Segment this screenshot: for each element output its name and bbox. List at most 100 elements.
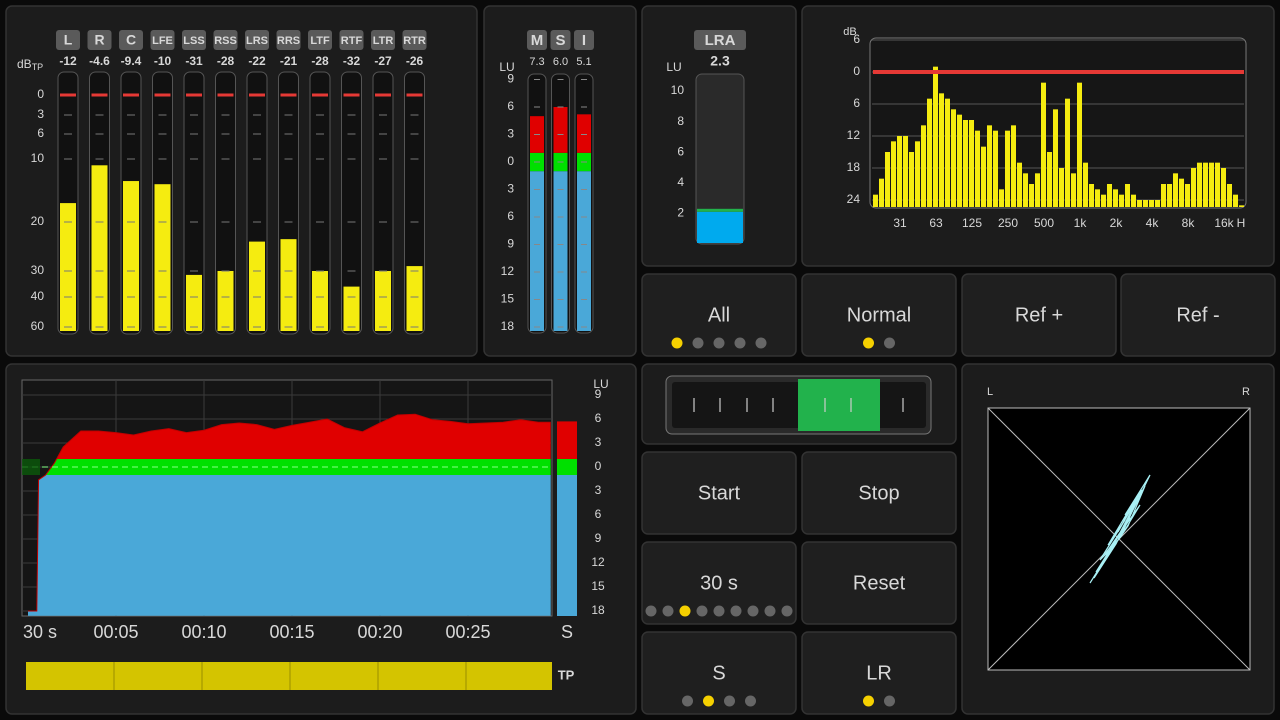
spectrum-bar (987, 125, 992, 207)
option-dot (781, 605, 793, 617)
channel-button[interactable] (276, 30, 301, 50)
channel-button[interactable] (56, 30, 80, 50)
level-bar (249, 241, 265, 331)
readout: 5.1 (576, 56, 591, 68)
channel-button[interactable] (213, 30, 238, 50)
option-dot (755, 337, 767, 349)
peak-readout: -9.4 (121, 54, 142, 68)
spectrum-bar (1011, 125, 1016, 207)
scale-label: 60 (31, 319, 45, 333)
channel-button[interactable] (87, 30, 112, 50)
option-dot (682, 695, 693, 707)
scale-label: 10 (31, 151, 45, 165)
scale-label: 3 (507, 182, 514, 196)
peak-readout: -21 (280, 54, 298, 68)
spectrum-bar (1161, 184, 1166, 207)
button (641, 451, 797, 535)
y-tick-label: 18 (847, 160, 861, 174)
lra-button[interactable] (694, 30, 746, 50)
level-bar (91, 165, 108, 331)
button-label: Ref - (1176, 304, 1219, 326)
zero-mark (123, 93, 139, 97)
spectrum-bar (945, 98, 950, 207)
button[interactable] (801, 273, 957, 357)
scale-label: 8 (677, 114, 684, 128)
button[interactable] (641, 273, 797, 357)
spectrum-bar (981, 146, 986, 207)
spectrum-bar (903, 136, 908, 207)
goniometer-right: R (1242, 386, 1250, 398)
channel-name: C (126, 32, 136, 48)
lra-tube (695, 73, 745, 245)
channel-button[interactable] (402, 30, 427, 50)
level-bar (123, 181, 139, 331)
spectrum-bar (1143, 200, 1148, 207)
spectrum-bar (969, 120, 974, 207)
history-window: 30 s (23, 622, 57, 642)
spectrum-bar (891, 141, 896, 207)
spectrum-bar (1107, 184, 1112, 207)
button-label: Stop (858, 482, 899, 504)
readout: 7.3 (529, 56, 544, 68)
option-dot (764, 605, 776, 617)
peak-readout: -28 (311, 54, 329, 68)
button[interactable] (1120, 273, 1276, 357)
spectrum-bar (1101, 194, 1106, 207)
option-dot (713, 605, 725, 617)
slider-thumb[interactable] (798, 379, 880, 431)
spectrum-bar (1083, 162, 1088, 207)
channel-button[interactable] (308, 30, 332, 50)
channel-name: RTR (403, 35, 426, 47)
spectrum-unit: dB (843, 26, 856, 38)
option-dot (662, 605, 674, 617)
spectrum-bar (1215, 162, 1220, 207)
option-dot (692, 337, 704, 349)
spectrum-bar (1191, 168, 1196, 207)
channel-button[interactable] (550, 30, 571, 50)
scale-label: 9 (507, 72, 514, 86)
button[interactable] (641, 631, 797, 715)
spectrum-bar (897, 136, 902, 207)
button[interactable] (641, 541, 797, 625)
y-tick-label: 9 (595, 531, 602, 545)
channel-button[interactable] (245, 30, 269, 50)
goniometer-left: L (987, 386, 993, 398)
current-blue (557, 475, 577, 616)
channel-button[interactable] (339, 30, 364, 50)
channel-button[interactable] (371, 30, 395, 50)
button[interactable] (801, 541, 957, 625)
channel-button[interactable] (574, 30, 594, 50)
x-tick-label: 1k (1074, 216, 1088, 230)
peak-readout: -26 (406, 54, 424, 68)
button[interactable] (801, 631, 957, 715)
meter-tube (372, 71, 394, 335)
channel-button[interactable] (119, 30, 143, 50)
scale-label: 30 (31, 263, 45, 277)
y-tick-label: 24 (847, 192, 861, 206)
channel-button[interactable] (527, 30, 547, 50)
spectrum-bar (957, 114, 962, 207)
unit-sub: TP (32, 62, 44, 72)
y-tick-label: 0 (853, 64, 860, 78)
option-dot (703, 695, 714, 707)
spectrum-bar (1185, 184, 1190, 207)
zero-mark (60, 93, 76, 97)
channel-button[interactable] (150, 30, 175, 50)
scale-label: 4 (677, 175, 684, 189)
unit: dB (17, 57, 32, 71)
loudness-area (28, 414, 551, 616)
scale-label: 6 (37, 126, 44, 140)
channel-button[interactable] (182, 30, 206, 50)
peak-readout: -22 (248, 54, 266, 68)
option-dot (671, 337, 683, 349)
option-dot (884, 337, 895, 349)
goniometer-trace (1089, 474, 1151, 584)
scale-label: 6 (507, 209, 514, 223)
spectrum-bar (1203, 162, 1208, 207)
button[interactable] (961, 273, 1117, 357)
lra-bar (697, 211, 743, 243)
button[interactable] (801, 451, 957, 535)
spectrum-bar (1059, 168, 1064, 207)
